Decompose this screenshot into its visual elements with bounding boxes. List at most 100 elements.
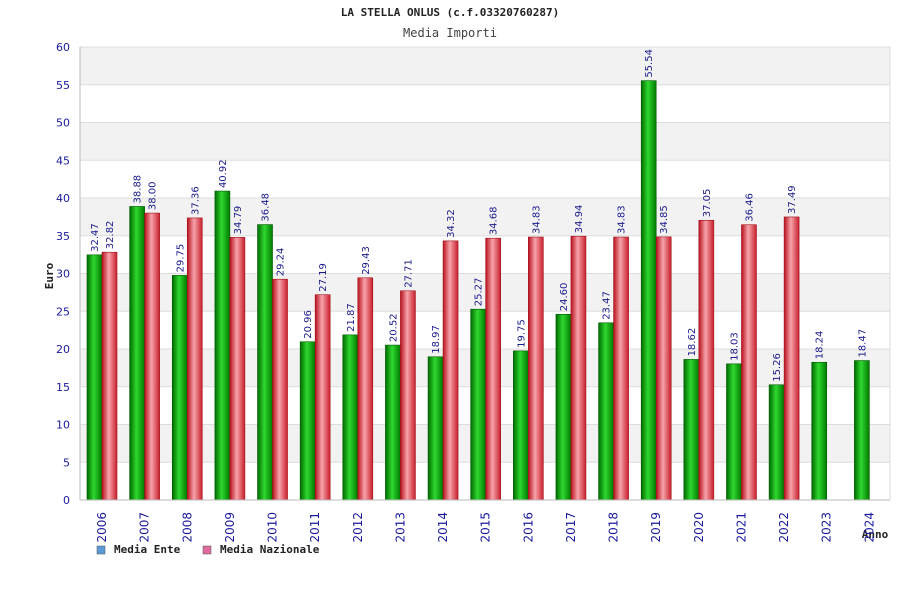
bar-media-nazionale-2017 <box>570 235 587 501</box>
data-label: 34.83 <box>617 205 628 234</box>
grid-band <box>80 160 890 198</box>
data-label: 40.92 <box>218 159 229 188</box>
x-axis-label: Anno <box>862 528 889 541</box>
bar-media-ente-2016 <box>513 350 529 501</box>
x-tick-label: 2006 <box>95 512 109 543</box>
bar-media-ente-2023 <box>811 361 828 501</box>
data-label: 34.32 <box>446 209 457 238</box>
x-tick-label: 2012 <box>351 512 365 543</box>
x-tick-label: 2024 <box>862 512 876 543</box>
bar-media-nazionale-2019 <box>655 236 672 501</box>
y-axis-ticks: 0 5 10 15 20 25 30 35 40 45 50 55 60 <box>56 41 70 507</box>
x-tick-label: 2010 <box>266 512 280 543</box>
x-tick-label: 2016 <box>521 512 535 543</box>
legend: Media Ente Media Nazionale <box>96 543 320 556</box>
grid-band <box>80 47 890 85</box>
y-tick-label: 50 <box>56 117 70 130</box>
bar-media-nazionale-2013 <box>400 290 416 501</box>
data-label: 18.03 <box>729 332 740 361</box>
data-label: 18.24 <box>815 331 826 360</box>
data-label: 18.62 <box>687 328 698 357</box>
x-tick-label: 2020 <box>692 512 706 543</box>
y-tick-label: 0 <box>63 494 70 507</box>
data-label: 34.68 <box>489 207 500 236</box>
bar-media-ente-2011 <box>299 341 316 501</box>
x-tick-label: 2013 <box>393 512 407 543</box>
data-label: 29.75 <box>175 244 186 273</box>
y-tick-label: 60 <box>56 41 70 54</box>
x-tick-label: 2015 <box>479 512 493 543</box>
bar-media-ente-2019 <box>640 80 657 501</box>
data-label: 38.00 <box>148 181 159 210</box>
x-tick-label: 2019 <box>649 512 663 543</box>
x-axis-ticks: 2006 2007 2008 2009 2010 2011 2012 2013 2014 2015… <box>95 512 876 543</box>
legend-swatch-media-nazionale <box>202 545 212 555</box>
x-tick-label: 2017 <box>564 512 578 543</box>
bar-media-ente-2014 <box>427 356 444 501</box>
data-label: 27.19 <box>318 263 329 292</box>
y-tick-label: 40 <box>56 192 70 205</box>
data-label: 21.87 <box>346 303 357 332</box>
bar-media-ente-2017 <box>555 313 572 501</box>
chart-title: LA STELLA ONLUS (c.f.03320760287) <box>341 6 560 19</box>
bar-media-nazionale-2006 <box>101 251 118 501</box>
y-tick-label: 5 <box>63 456 70 469</box>
data-label: 34.79 <box>233 206 244 235</box>
y-tick-label: 15 <box>56 381 70 394</box>
data-label: 25.27 <box>474 278 485 307</box>
grid-band <box>80 84 890 123</box>
data-label: 34.83 <box>531 205 542 234</box>
y-tick-label: 45 <box>56 154 70 167</box>
bar-media-nazionale-2021 <box>741 224 757 501</box>
x-tick-label: 2009 <box>223 512 237 543</box>
x-tick-label: 2008 <box>180 512 194 543</box>
y-tick-label: 55 <box>56 79 70 92</box>
x-tick-label: 2018 <box>607 512 621 543</box>
bar-media-nazionale-2009 <box>229 237 246 501</box>
data-label: 19.75 <box>516 319 527 348</box>
bar-media-nazionale-2015 <box>485 237 501 501</box>
data-label: 36.46 <box>744 193 755 222</box>
bar-media-ente-2018 <box>598 322 614 501</box>
axes <box>79 47 891 501</box>
bar-media-ente-2015 <box>470 308 486 501</box>
data-label: 34.94 <box>574 205 585 234</box>
y-tick-label: 25 <box>56 305 70 318</box>
data-label: 15.26 <box>772 353 783 382</box>
bar-media-nazionale-2010 <box>272 278 288 501</box>
data-label: 38.88 <box>133 175 144 204</box>
data-label: 18.97 <box>431 325 442 354</box>
x-tick-label: 2022 <box>777 512 791 543</box>
bar-media-ente-2009 <box>214 190 231 501</box>
bar-media-nazionale-2012 <box>357 277 374 501</box>
data-label: 18.47 <box>857 329 868 358</box>
data-label: 37.36 <box>190 186 201 215</box>
bar-media-ente-2013 <box>385 344 401 501</box>
bars: 32.47 32.82 38.88 38.00 29.75 37.36 40.92 34.79… <box>86 49 870 501</box>
bar-media-ente-2007 <box>129 206 145 501</box>
y-axis-label: Euro <box>43 262 56 289</box>
bar-media-ente-2006 <box>86 254 103 501</box>
y-tick-label: 10 <box>56 419 70 432</box>
data-label: 20.52 <box>388 313 399 342</box>
data-label: 27.71 <box>403 259 414 288</box>
data-label: 55.54 <box>644 49 655 78</box>
y-tick-label: 35 <box>56 230 70 243</box>
y-tick-label: 30 <box>56 268 70 281</box>
legend-label-media-nazionale: Media Nazionale <box>220 543 320 556</box>
data-label: 37.49 <box>787 185 798 214</box>
bar-media-ente-2020 <box>683 359 700 501</box>
bar-media-ente-2022 <box>768 384 785 501</box>
bar-media-nazionale-2007 <box>144 212 160 501</box>
x-tick-label: 2014 <box>436 512 450 543</box>
x-tick-label: 2011 <box>308 512 322 543</box>
y-tick-label: 20 <box>56 343 70 356</box>
bar-media-ente-2008 <box>171 275 188 501</box>
legend-swatch-media-ente <box>96 545 106 555</box>
bar-media-nazionale-2018 <box>613 236 629 501</box>
bar-media-ente-2010 <box>257 224 273 501</box>
data-label: 37.05 <box>702 189 713 218</box>
chart-subtitle: Media Importi <box>403 26 497 40</box>
